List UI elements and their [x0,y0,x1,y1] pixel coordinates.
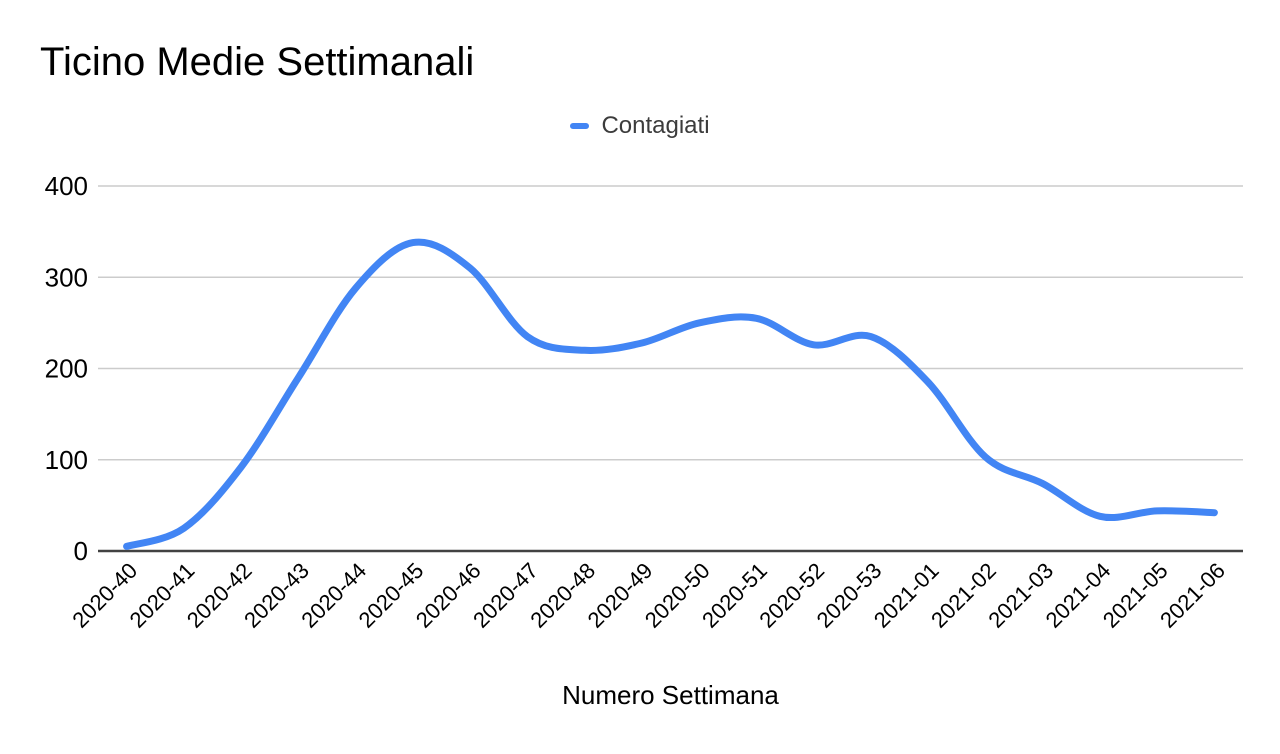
legend: Contagiati [0,114,1280,138]
legend-series-label: Contagiati [601,112,710,139]
legend-series-swatch-icon [570,123,590,129]
x-tick-label: 2021-06 [1155,558,1230,633]
y-tick-label: 100 [45,445,88,475]
x-axis-title: Numero Settimana [562,680,779,710]
y-tick-label: 400 [45,171,88,201]
y-tick-label: 200 [45,354,88,384]
chart-title: Ticino Medie Settimanali [40,40,475,84]
y-tick-label: 300 [45,262,88,292]
series-line [123,238,1218,550]
y-tick-label: 0 [74,536,88,566]
